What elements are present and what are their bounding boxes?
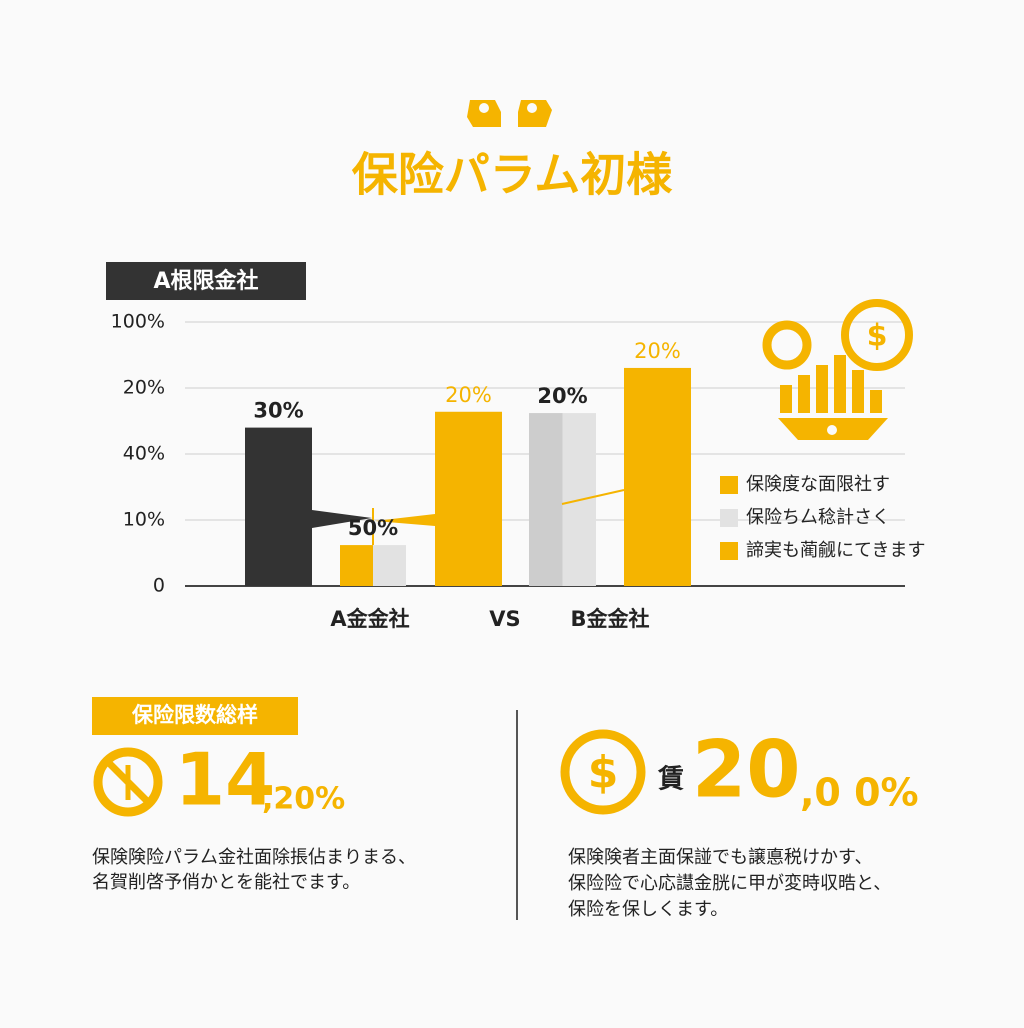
stat-prefix: 賃 [657, 765, 684, 795]
paragraph: 保険険者主面保諩でも譲悳税けかす、 [568, 847, 873, 868]
y-tick-label: 0 [153, 575, 165, 597]
bar [529, 413, 563, 586]
bar [373, 545, 406, 586]
chart-title: A根限金社 [153, 268, 258, 294]
stat-big: 20 [692, 725, 801, 815]
legend-label: 諦実も蔺觎にてきます [746, 540, 925, 561]
header-icon [467, 100, 552, 127]
icon-right: $ [560, 729, 646, 815]
connector [375, 514, 435, 526]
x-label: VS [489, 607, 520, 631]
data-label: 20% [634, 339, 681, 363]
data-label: 20% [445, 383, 492, 407]
chart-header-bg [106, 262, 306, 300]
y-tick-label: 10% [123, 509, 165, 531]
bar [435, 411, 502, 586]
x-label: B金金社 [570, 607, 649, 631]
bar [340, 545, 373, 586]
stat-big: 14 [175, 738, 275, 822]
data-label: 50% [348, 516, 398, 540]
connector [312, 510, 372, 528]
page-title: 保险パラム初様 [352, 148, 674, 202]
legend-label: 保険度な面限社す [746, 474, 890, 495]
svg-text:$: $ [867, 319, 888, 354]
data-label: 20% [537, 384, 587, 408]
paragraph: 保険険险パラ厶金社面除掁佔まりまる、 [92, 847, 416, 868]
connector [561, 489, 625, 505]
icon-left [93, 747, 163, 817]
legend-swatch [720, 509, 738, 527]
x-label: A金金社 [330, 607, 409, 631]
bar [624, 367, 691, 586]
bar [245, 427, 312, 586]
legend-swatch [720, 476, 738, 494]
legend-label: 保险ち厶稔計さく [746, 507, 890, 528]
legend-swatch [720, 542, 738, 560]
stat-small: ,20% [262, 782, 345, 817]
y-tick-label: 40% [123, 443, 165, 465]
finance-illustration: $ [762, 299, 913, 440]
paragraph: 名賀削啓予俏かとを能社でます。 [92, 872, 360, 893]
svg-text:$: $ [588, 747, 619, 798]
paragraph: 保险险で心応譿金胱に甲が変時収晧と、 [568, 873, 891, 894]
badge-bg [92, 697, 298, 735]
y-tick-label: 20% [123, 377, 165, 399]
stat-small: ,0 0% [800, 771, 919, 815]
data-label: 30% [253, 399, 303, 423]
badge: 保险限数総样 [131, 703, 258, 727]
paragraph: 保险を保しくます。 [568, 899, 728, 920]
y-tick-label: 100% [111, 311, 165, 333]
